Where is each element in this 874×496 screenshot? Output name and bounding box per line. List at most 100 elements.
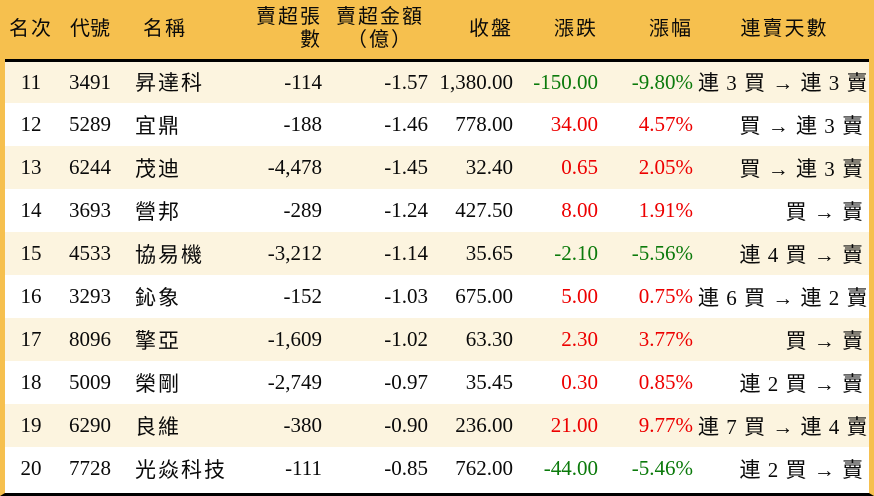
cell-code: 4533 bbox=[69, 241, 111, 265]
stock-sell-ranking-table: 名次 代號 名稱 賣超張數 賣超金額 （億） 收盤 漲跌 漲幅 連賣天數 11 3… bbox=[5, 0, 869, 490]
cell-name: 營邦 bbox=[135, 199, 181, 224]
cell-streak: 買 → 賣 bbox=[785, 199, 864, 224]
column-header-rank: 名次 bbox=[5, 0, 57, 62]
cell-change-pct: 3.77% bbox=[638, 327, 693, 351]
cell-sell-volume: -2,749 bbox=[267, 370, 322, 394]
cell-change-pct: 0.75% bbox=[638, 284, 693, 308]
cell-code: 7728 bbox=[69, 456, 111, 480]
cell-rank: 14 bbox=[20, 198, 42, 222]
cell-close: 675.00 bbox=[455, 284, 513, 308]
cell-close: 778.00 bbox=[455, 112, 513, 136]
cell-sell-volume: -188 bbox=[283, 112, 323, 136]
column-header-close: 收盤 bbox=[433, 0, 518, 62]
cell-sell-amount: -1.24 bbox=[384, 198, 428, 222]
cell-sell-amount: -1.46 bbox=[384, 112, 428, 136]
cell-rank: 12 bbox=[20, 112, 42, 136]
cell-change-pct: 9.77% bbox=[638, 413, 693, 437]
cell-rank: 20 bbox=[20, 456, 42, 480]
cell-change: 21.00 bbox=[550, 413, 598, 437]
cell-sell-volume: -152 bbox=[283, 284, 323, 308]
cell-sell-amount: -1.03 bbox=[384, 284, 428, 308]
cell-code: 5009 bbox=[69, 370, 111, 394]
cell-name: 茂迪 bbox=[135, 156, 181, 181]
table-row: 15 4533 協易機 -3,212 -1.14 35.65 -2.10 -5.56% 連 4 … bbox=[5, 232, 869, 275]
cell-sell-volume: -3,212 bbox=[267, 241, 322, 265]
cell-name: 昇達科 bbox=[135, 71, 204, 96]
column-header-sell-amount: 賣超金額 （億） bbox=[327, 0, 433, 62]
cell-streak: 買 → 連 3 賣 bbox=[739, 113, 864, 138]
cell-code: 5289 bbox=[69, 112, 111, 136]
cell-rank: 11 bbox=[20, 69, 42, 94]
cell-change-pct: -5.56% bbox=[631, 241, 693, 265]
cell-sell-volume: -4,478 bbox=[267, 155, 322, 179]
cell-rank: 13 bbox=[20, 155, 42, 179]
cell-close: 1,380.00 bbox=[439, 69, 514, 94]
cell-code: 8096 bbox=[69, 327, 111, 351]
cell-sell-volume: -380 bbox=[283, 413, 323, 437]
cell-change: 5.00 bbox=[561, 284, 598, 308]
cell-streak: 連 3 買 → 連 3 賣 bbox=[698, 71, 869, 96]
cell-change: 2.30 bbox=[561, 327, 598, 351]
cell-change: -44.00 bbox=[543, 456, 598, 480]
cell-name: 擎亞 bbox=[135, 328, 181, 353]
table-header: 名次 代號 名稱 賣超張數 賣超金額 （億） 收盤 漲跌 漲幅 連賣天數 bbox=[5, 0, 869, 62]
cell-sell-volume: -111 bbox=[285, 456, 322, 480]
cell-streak: 連 4 買 → 賣 bbox=[739, 242, 864, 267]
cell-sell-volume: -1,609 bbox=[267, 327, 322, 351]
cell-close: 35.45 bbox=[465, 370, 513, 394]
cell-change-pct: -5.46% bbox=[631, 456, 693, 480]
cell-name: 良維 bbox=[135, 414, 181, 439]
cell-change: 0.65 bbox=[561, 155, 598, 179]
cell-name: 光焱科技 bbox=[135, 457, 227, 482]
table-row: 19 6290 良維 -380 -0.90 236.00 21.00 9.77% 連 7 買 →… bbox=[5, 404, 869, 447]
cell-name: 鈊象 bbox=[135, 285, 181, 310]
table-row: 20 7728 光焱科技 -111 -0.85 762.00 -44.00 -5.46% 連 2… bbox=[5, 447, 869, 490]
column-header-name: 名稱 bbox=[123, 0, 237, 62]
cell-change: -150.00 bbox=[533, 69, 598, 94]
cell-close: 762.00 bbox=[455, 456, 513, 480]
cell-code: 3293 bbox=[69, 284, 111, 308]
cell-rank: 17 bbox=[20, 327, 42, 351]
cell-sell-amount: -1.45 bbox=[384, 155, 428, 179]
cell-change-pct: 4.57% bbox=[638, 112, 693, 136]
cell-streak: 連 6 買 → 連 2 賣 bbox=[698, 285, 869, 310]
cell-close: 427.50 bbox=[455, 198, 513, 222]
cell-close: 35.65 bbox=[465, 241, 513, 265]
cell-code: 3491 bbox=[69, 69, 111, 94]
column-header-change: 漲跌 bbox=[518, 0, 603, 62]
cell-sell-amount: -1.02 bbox=[384, 327, 428, 351]
header-row: 名次 代號 名稱 賣超張數 賣超金額 （億） 收盤 漲跌 漲幅 連賣天數 bbox=[5, 0, 869, 62]
cell-streak: 連 7 買 → 連 4 賣 bbox=[698, 414, 869, 439]
cell-code: 6244 bbox=[69, 155, 111, 179]
table-row: 16 3293 鈊象 -152 -1.03 675.00 5.00 0.75% 連 6 買 → … bbox=[5, 275, 869, 318]
cell-name: 宜鼎 bbox=[135, 113, 181, 138]
cell-close: 63.30 bbox=[465, 327, 513, 351]
table-body: 11 3491 昇達科 -114 -1.57 1,380.00 -150.00 -9.80% 連… bbox=[5, 60, 869, 490]
cell-sell-amount: -0.90 bbox=[384, 413, 428, 437]
cell-sell-amount: -0.97 bbox=[384, 370, 428, 394]
cell-streak: 買 → 賣 bbox=[785, 328, 864, 353]
column-header-streak: 連賣天數 bbox=[698, 0, 869, 62]
cell-change: 0.30 bbox=[561, 370, 598, 394]
cell-name: 榮剛 bbox=[135, 371, 181, 396]
cell-rank: 19 bbox=[20, 413, 42, 437]
column-header-code: 代號 bbox=[57, 0, 123, 62]
cell-sell-amount: -1.57 bbox=[384, 69, 428, 94]
cell-streak: 連 2 買 → 賣 bbox=[739, 371, 864, 396]
cell-rank: 15 bbox=[20, 241, 42, 265]
cell-change: 34.00 bbox=[550, 112, 598, 136]
table-row: 13 6244 茂迪 -4,478 -1.45 32.40 0.65 2.05% 買 → 連 3… bbox=[5, 146, 869, 189]
cell-change: 8.00 bbox=[561, 198, 598, 222]
cell-change-pct: -9.80% bbox=[631, 69, 693, 94]
cell-sell-volume: -114 bbox=[284, 69, 322, 94]
table-row: 14 3693 營邦 -289 -1.24 427.50 8.00 1.91% 買 → 賣 bbox=[5, 189, 869, 232]
cell-rank: 16 bbox=[20, 284, 42, 308]
table-row: 12 5289 宜鼎 -188 -1.46 778.00 34.00 4.57% 買 → 連 3… bbox=[5, 103, 869, 146]
table-row: 11 3491 昇達科 -114 -1.57 1,380.00 -150.00 -9.80% 連… bbox=[5, 60, 869, 103]
cell-change: -2.10 bbox=[554, 241, 598, 265]
cell-streak: 連 2 買 → 賣 bbox=[739, 457, 864, 482]
table-row: 18 5009 榮剛 -2,749 -0.97 35.45 0.30 0.85% 連 2 買 →… bbox=[5, 361, 869, 404]
cell-close: 236.00 bbox=[455, 413, 513, 437]
cell-change-pct: 2.05% bbox=[638, 155, 693, 179]
